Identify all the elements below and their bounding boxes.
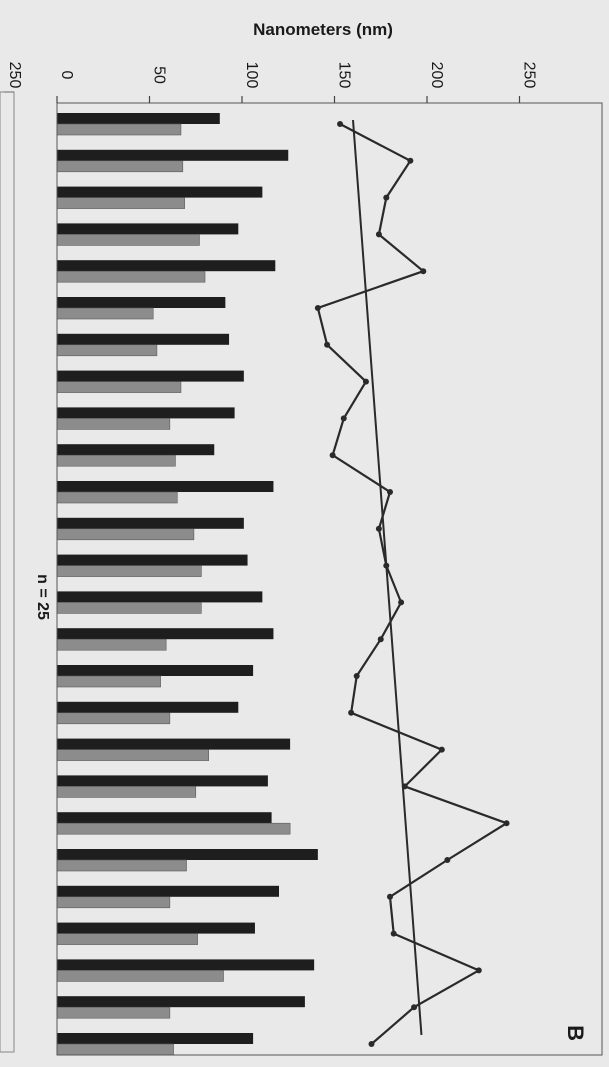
bar-series-2	[56, 307, 154, 320]
line-point	[353, 673, 360, 679]
bar-series-1	[57, 1033, 254, 1044]
line-point	[420, 268, 427, 275]
bar-series-1	[57, 186, 263, 198]
bar-series-2	[56, 859, 187, 872]
line-point	[444, 857, 451, 863]
bar-series-1	[57, 370, 244, 382]
bar-series-2	[56, 491, 178, 504]
line-point	[375, 231, 382, 238]
bar-series-1	[57, 591, 263, 603]
line-series	[316, 123, 510, 1045]
line-point	[348, 709, 355, 716]
axis-tick-label: 100	[243, 62, 260, 89]
panel-label: B	[563, 1025, 588, 1041]
line-point	[503, 820, 510, 827]
bar-series-1	[57, 628, 274, 640]
plot-frame	[56, 102, 603, 1056]
line-point	[407, 157, 414, 164]
axis-tick-label: 250	[521, 62, 538, 89]
axis-tick-label: 50	[151, 66, 168, 84]
bar-series-1	[57, 149, 289, 161]
line-point	[411, 1004, 418, 1011]
axis-tick-label: 0	[58, 71, 75, 80]
axis-tick-label: 150	[336, 62, 353, 89]
line-point	[362, 378, 369, 385]
bar-series-2	[56, 933, 198, 945]
bar-series-1	[57, 444, 215, 456]
bar-series-1	[57, 665, 254, 676]
line-point	[314, 305, 321, 311]
bar-series-1	[57, 996, 305, 1008]
bar-series-1	[57, 554, 248, 566]
bar-series-2	[56, 749, 209, 761]
line-point	[340, 415, 347, 422]
bar-series-2	[56, 970, 224, 982]
bar-series-2	[56, 454, 176, 467]
bar-series-2	[56, 565, 202, 577]
bar-series-2	[56, 270, 206, 283]
line-point	[475, 967, 482, 974]
bar-series-2	[56, 528, 195, 541]
bar-series-2	[56, 381, 182, 393]
bar-series-2	[56, 786, 197, 798]
line-point	[324, 341, 331, 348]
bar-series-1	[57, 481, 274, 492]
bar-series-2	[56, 1006, 171, 1019]
lower-axis-tick-label: 250	[6, 62, 23, 89]
bar-series-1	[57, 849, 318, 860]
line-point	[387, 893, 393, 900]
bar-series-2	[56, 896, 171, 909]
bar-series-2	[56, 197, 185, 209]
bar-series-2	[56, 418, 171, 430]
bar-series-2	[56, 822, 291, 835]
bar-series-2	[56, 160, 184, 173]
bar-series-2	[56, 234, 200, 246]
line-point	[387, 489, 393, 495]
line-point	[368, 1041, 375, 1047]
line-point	[337, 121, 344, 127]
bar-series-1	[57, 701, 239, 713]
bar-series-2	[56, 638, 167, 651]
sample-size-annotation: n = 25	[34, 574, 51, 620]
axis-tick-label: 200	[428, 62, 445, 89]
bar-series-2	[56, 344, 158, 357]
bar-series-1	[57, 297, 226, 308]
bar-series-1	[57, 113, 220, 124]
bar-series-2	[56, 602, 202, 614]
bar-series-1	[57, 885, 279, 897]
bar-series-1	[57, 517, 244, 529]
bar-series-2	[56, 1043, 174, 1056]
trend-line	[352, 119, 423, 1036]
line-point	[375, 525, 382, 532]
bar-series-1	[57, 812, 272, 824]
line-point	[390, 930, 397, 937]
bar-series-2	[56, 675, 161, 688]
bar-series-1	[57, 407, 235, 419]
bar-series-2	[56, 123, 182, 136]
labels: Nanometers (nm) B n = 25 250	[6, 20, 588, 1041]
bar-series-1	[57, 223, 239, 235]
line-point	[383, 194, 390, 201]
bar-series-1	[57, 922, 255, 934]
line-point	[329, 452, 336, 459]
axes: 0 50 100 150 200 250	[0, 62, 603, 1056]
bar-series-1	[57, 738, 291, 750]
bar-series-1	[57, 333, 230, 345]
bar-series-2	[56, 712, 171, 725]
line-point	[377, 636, 384, 643]
bar-series-1	[57, 260, 276, 272]
plot-area	[56, 113, 510, 1056]
bar-series-1	[57, 959, 315, 971]
line-point	[438, 746, 445, 753]
axis-title: Nanometers (nm)	[253, 20, 393, 39]
bar-series-1	[57, 775, 268, 787]
line-point	[398, 599, 405, 606]
